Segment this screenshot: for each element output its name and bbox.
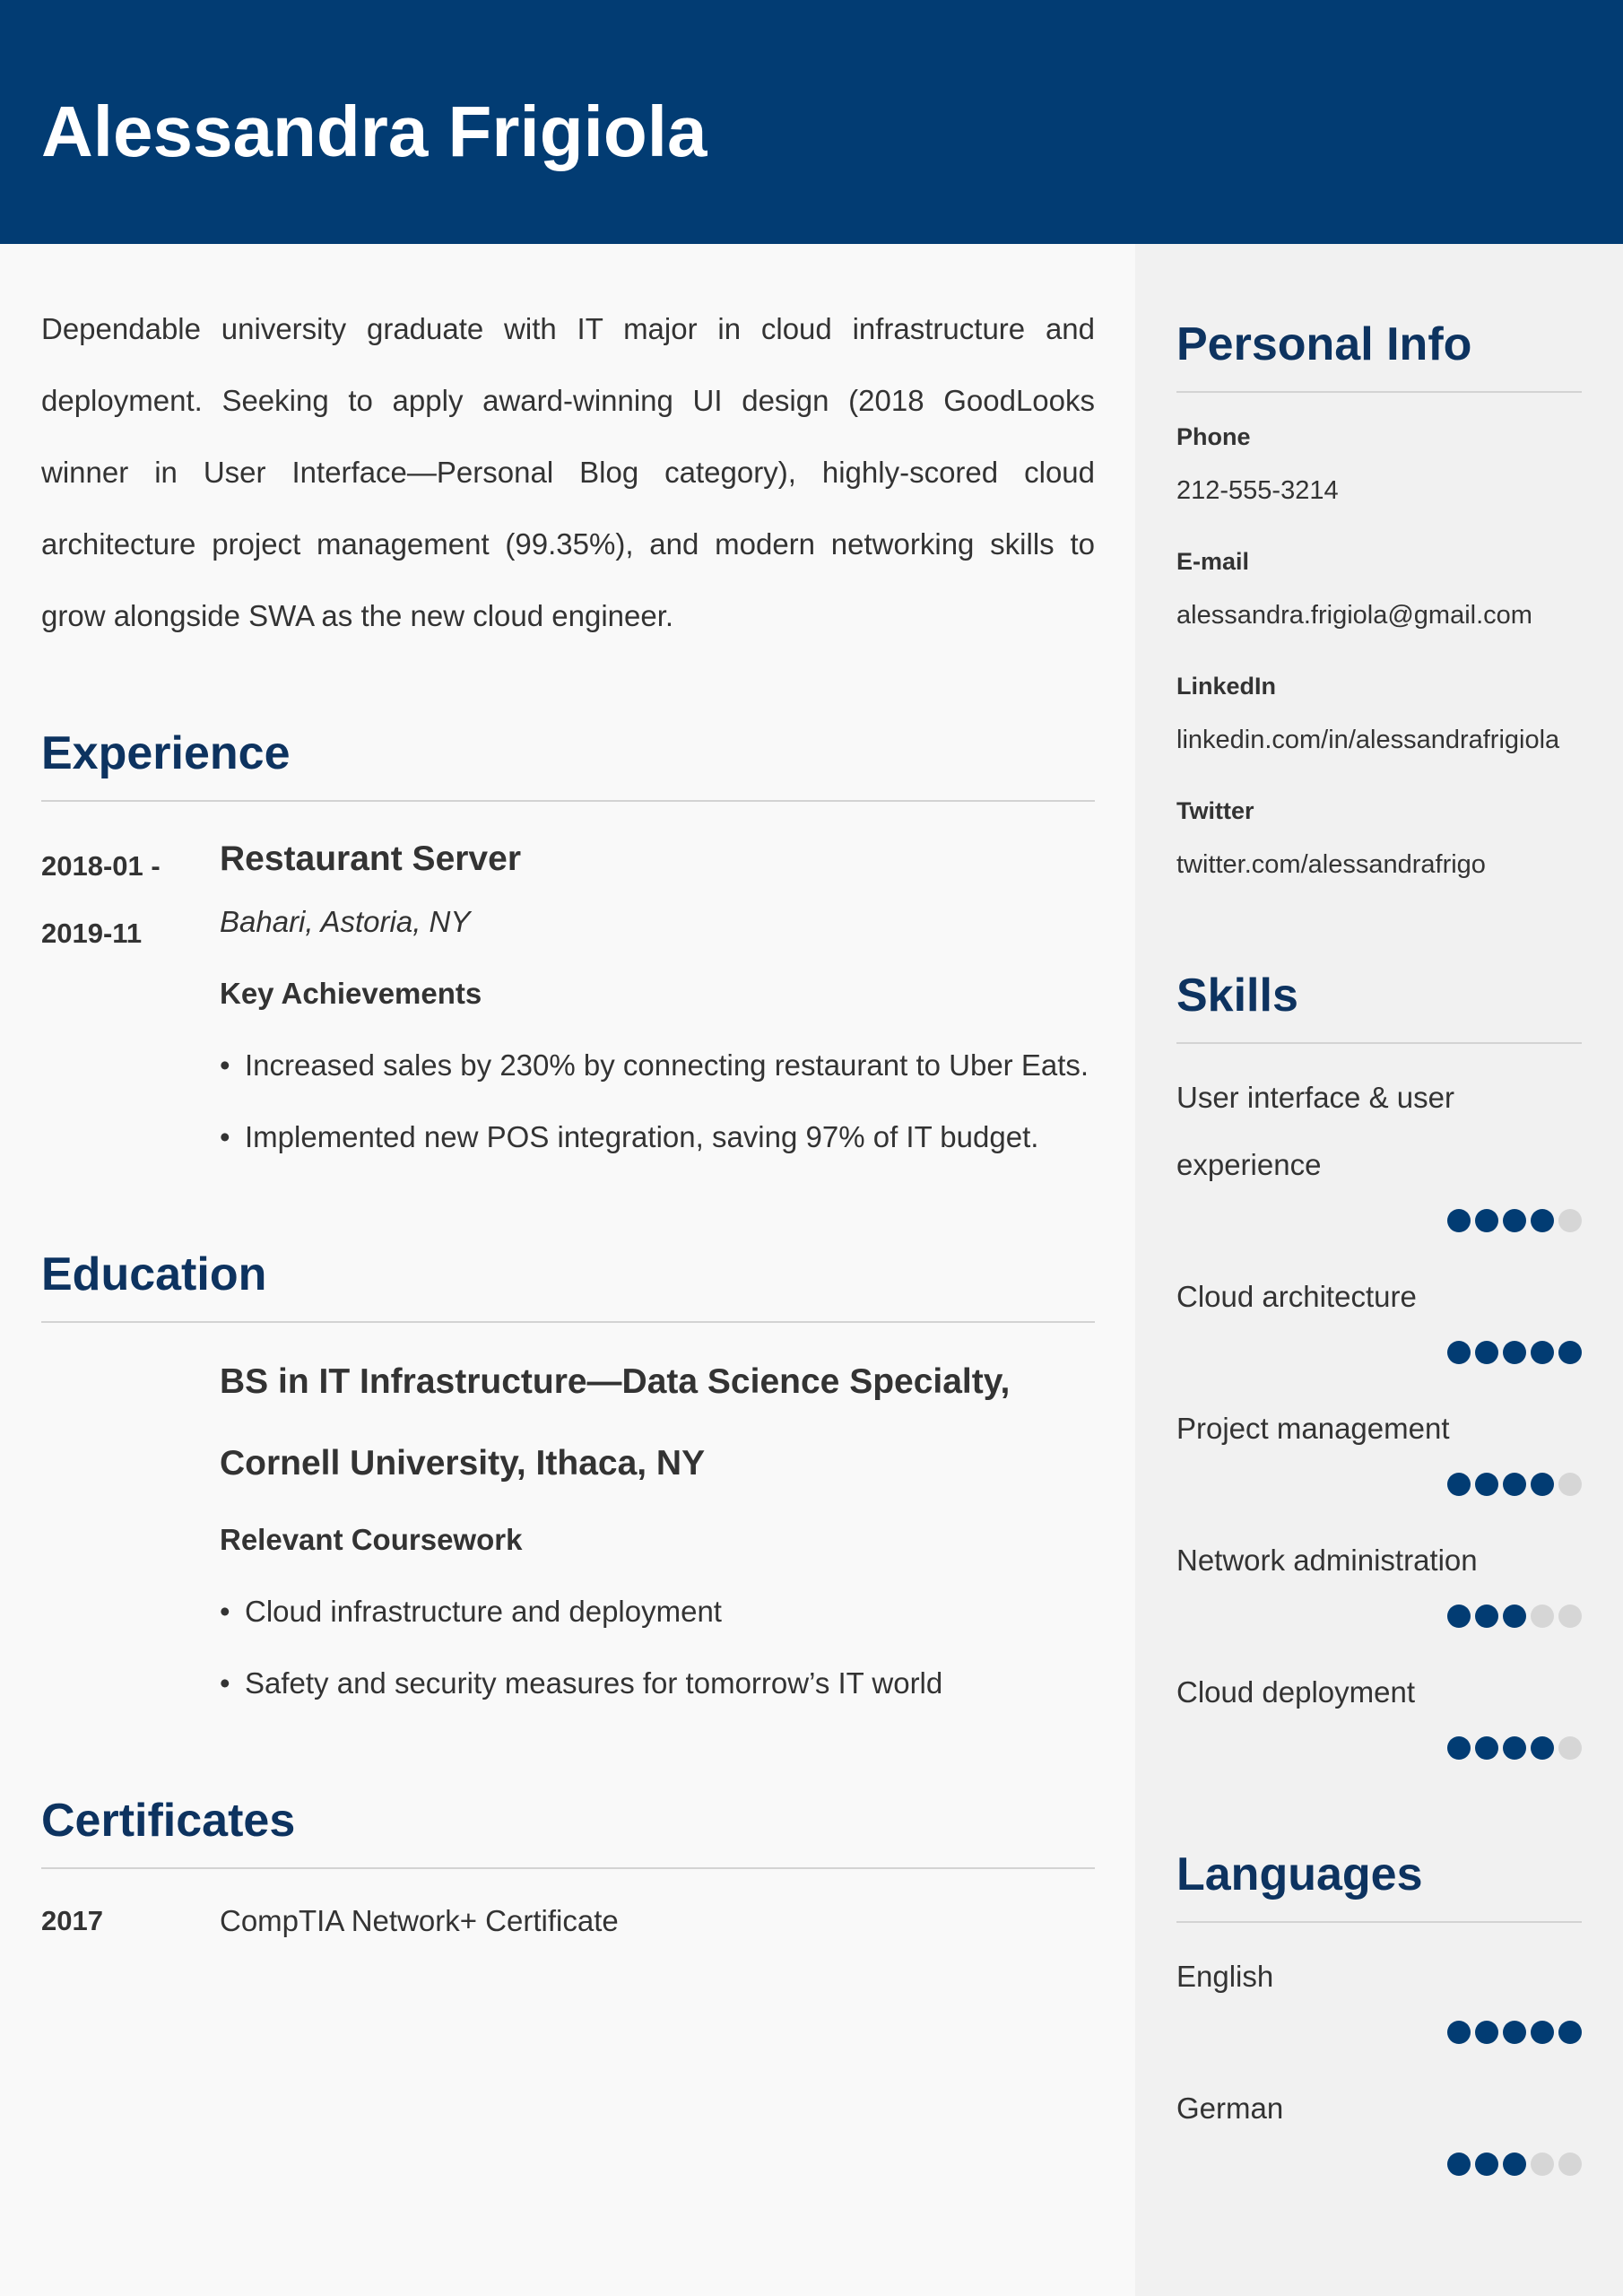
rating-dot-filled bbox=[1503, 1605, 1526, 1628]
rating-dot-empty bbox=[1531, 1605, 1554, 1628]
rating-dot-filled bbox=[1447, 1473, 1471, 1496]
rating-dot-empty bbox=[1558, 1473, 1582, 1496]
certificate-name: CompTIA Network+ Certificate bbox=[220, 1904, 619, 1937]
bullet: Increased sales by 230% by connecting re… bbox=[220, 1030, 1095, 1101]
rating-dot-filled bbox=[1503, 2152, 1526, 2176]
rating-dot-filled bbox=[1531, 2021, 1554, 2044]
rating-dot-filled bbox=[1447, 1341, 1471, 1364]
rating-dot-filled bbox=[1503, 1209, 1526, 1232]
skill-name: User interface & user experience bbox=[1176, 1081, 1454, 1181]
rating-dot-filled bbox=[1447, 1605, 1471, 1628]
rating-dot-filled bbox=[1558, 1341, 1582, 1364]
rating bbox=[1176, 1198, 1582, 1243]
rating-dot-filled bbox=[1531, 1736, 1554, 1760]
main-column: Dependable university graduate with IT m… bbox=[41, 244, 1095, 1957]
job-title: Restaurant Server bbox=[220, 839, 521, 878]
section-heading: Skills bbox=[1176, 969, 1582, 1044]
field-label: Phone bbox=[1176, 423, 1251, 450]
rating-dot-filled bbox=[1475, 1209, 1498, 1232]
skill-name: Project management bbox=[1176, 1412, 1450, 1445]
name: Alessandra Frigiola bbox=[41, 91, 707, 171]
rating-dot-filled bbox=[1475, 1473, 1498, 1496]
rating bbox=[1176, 1330, 1582, 1375]
job-location: Bahari, Astoria, NY bbox=[220, 905, 471, 938]
rating-dot-empty bbox=[1558, 2152, 1582, 2176]
field-value: 212-555-3214 bbox=[1176, 476, 1339, 505]
section-heading: Personal Info bbox=[1176, 317, 1582, 393]
rating-dot-empty bbox=[1558, 1605, 1582, 1628]
skill-name: Cloud architecture bbox=[1176, 1280, 1417, 1313]
degree: BS in IT Infrastructure—Data Science Spe… bbox=[220, 1362, 1011, 1483]
rating-dot-filled bbox=[1503, 1736, 1526, 1760]
bullet-list: Increased sales by 230% by connecting re… bbox=[220, 1030, 1095, 1173]
field-value: alessandra.frigiola@gmail.com bbox=[1176, 601, 1532, 630]
job: 2018-01 - 2019-11 Restaurant Server Bahari… bbox=[41, 802, 1095, 1173]
bullet: Implemented new POS integration, saving … bbox=[220, 1101, 1095, 1173]
education-entry: BS in IT Infrastructure—Data Science Spe… bbox=[220, 1341, 1095, 1719]
rating-dot-filled bbox=[1447, 2021, 1471, 2044]
skill-name: Network administration bbox=[1176, 1544, 1478, 1577]
bullet-list: Cloud infrastructure and deploymentSafet… bbox=[220, 1576, 1095, 1719]
rating-dot-empty bbox=[1558, 1736, 1582, 1760]
rating-dot-filled bbox=[1475, 1341, 1498, 1364]
rating bbox=[1176, 2142, 1582, 2187]
subheading: Key Achievements bbox=[220, 977, 482, 1010]
sidebar: Personal Info Phone 212-555-3214 E-mail ales… bbox=[1135, 244, 1623, 2296]
field-value: linkedin.com/in/alessandrafrigiola bbox=[1176, 726, 1560, 754]
field-label: LinkedIn bbox=[1176, 673, 1277, 700]
rating-dot-filled bbox=[1503, 1473, 1526, 1496]
job-dates: 2018-01 - 2019-11 bbox=[41, 850, 161, 949]
header: Alessandra Frigiola bbox=[0, 0, 1623, 244]
rating-dot-filled bbox=[1531, 1341, 1554, 1364]
rating-dot-filled bbox=[1447, 2152, 1471, 2176]
rating-dot-filled bbox=[1503, 2021, 1526, 2044]
certificate: 2017 CompTIA Network+ Certificate bbox=[41, 1885, 1095, 1957]
rating-dot-empty bbox=[1558, 1209, 1582, 1232]
rating-dot-filled bbox=[1475, 2152, 1498, 2176]
section-heading: Languages bbox=[1176, 1848, 1582, 1923]
rating-dot-filled bbox=[1558, 2021, 1582, 2044]
skill-name: English bbox=[1176, 1960, 1274, 1993]
rating bbox=[1176, 1462, 1582, 1507]
section-heading: Education bbox=[41, 1248, 1095, 1323]
bullet: Cloud infrastructure and deployment bbox=[220, 1576, 1095, 1648]
rating-dot-filled bbox=[1531, 1473, 1554, 1496]
rating-dot-filled bbox=[1475, 1605, 1498, 1628]
certificate-year: 2017 bbox=[41, 1905, 103, 1936]
rating bbox=[1176, 1726, 1582, 1770]
rating-dot-filled bbox=[1447, 1209, 1471, 1232]
field-value: twitter.com/alessandrafrigo bbox=[1176, 850, 1486, 879]
rating-dot-filled bbox=[1475, 2021, 1498, 2044]
rating-dot-filled bbox=[1503, 1341, 1526, 1364]
rating bbox=[1176, 1594, 1582, 1639]
rating-dot-filled bbox=[1447, 1736, 1471, 1760]
field-label: Twitter bbox=[1176, 797, 1254, 824]
rating-dot-filled bbox=[1531, 1209, 1554, 1232]
section-heading: Experience bbox=[41, 726, 1095, 802]
skill-name: German bbox=[1176, 2092, 1284, 2125]
subheading: Relevant Coursework bbox=[220, 1523, 523, 1556]
skill-name: Cloud deployment bbox=[1176, 1675, 1415, 1709]
field-label: E-mail bbox=[1176, 548, 1250, 575]
rating-dot-filled bbox=[1475, 1736, 1498, 1760]
bullet: Safety and security measures for tomorro… bbox=[220, 1648, 1095, 1719]
summary: Dependable university graduate with IT m… bbox=[41, 312, 1095, 632]
rating bbox=[1176, 2010, 1582, 2055]
section-heading: Certificates bbox=[41, 1794, 1095, 1869]
rating-dot-empty bbox=[1531, 2152, 1554, 2176]
job-body: Restaurant Server Bahari, Astoria, NY Key … bbox=[220, 802, 1095, 1173]
